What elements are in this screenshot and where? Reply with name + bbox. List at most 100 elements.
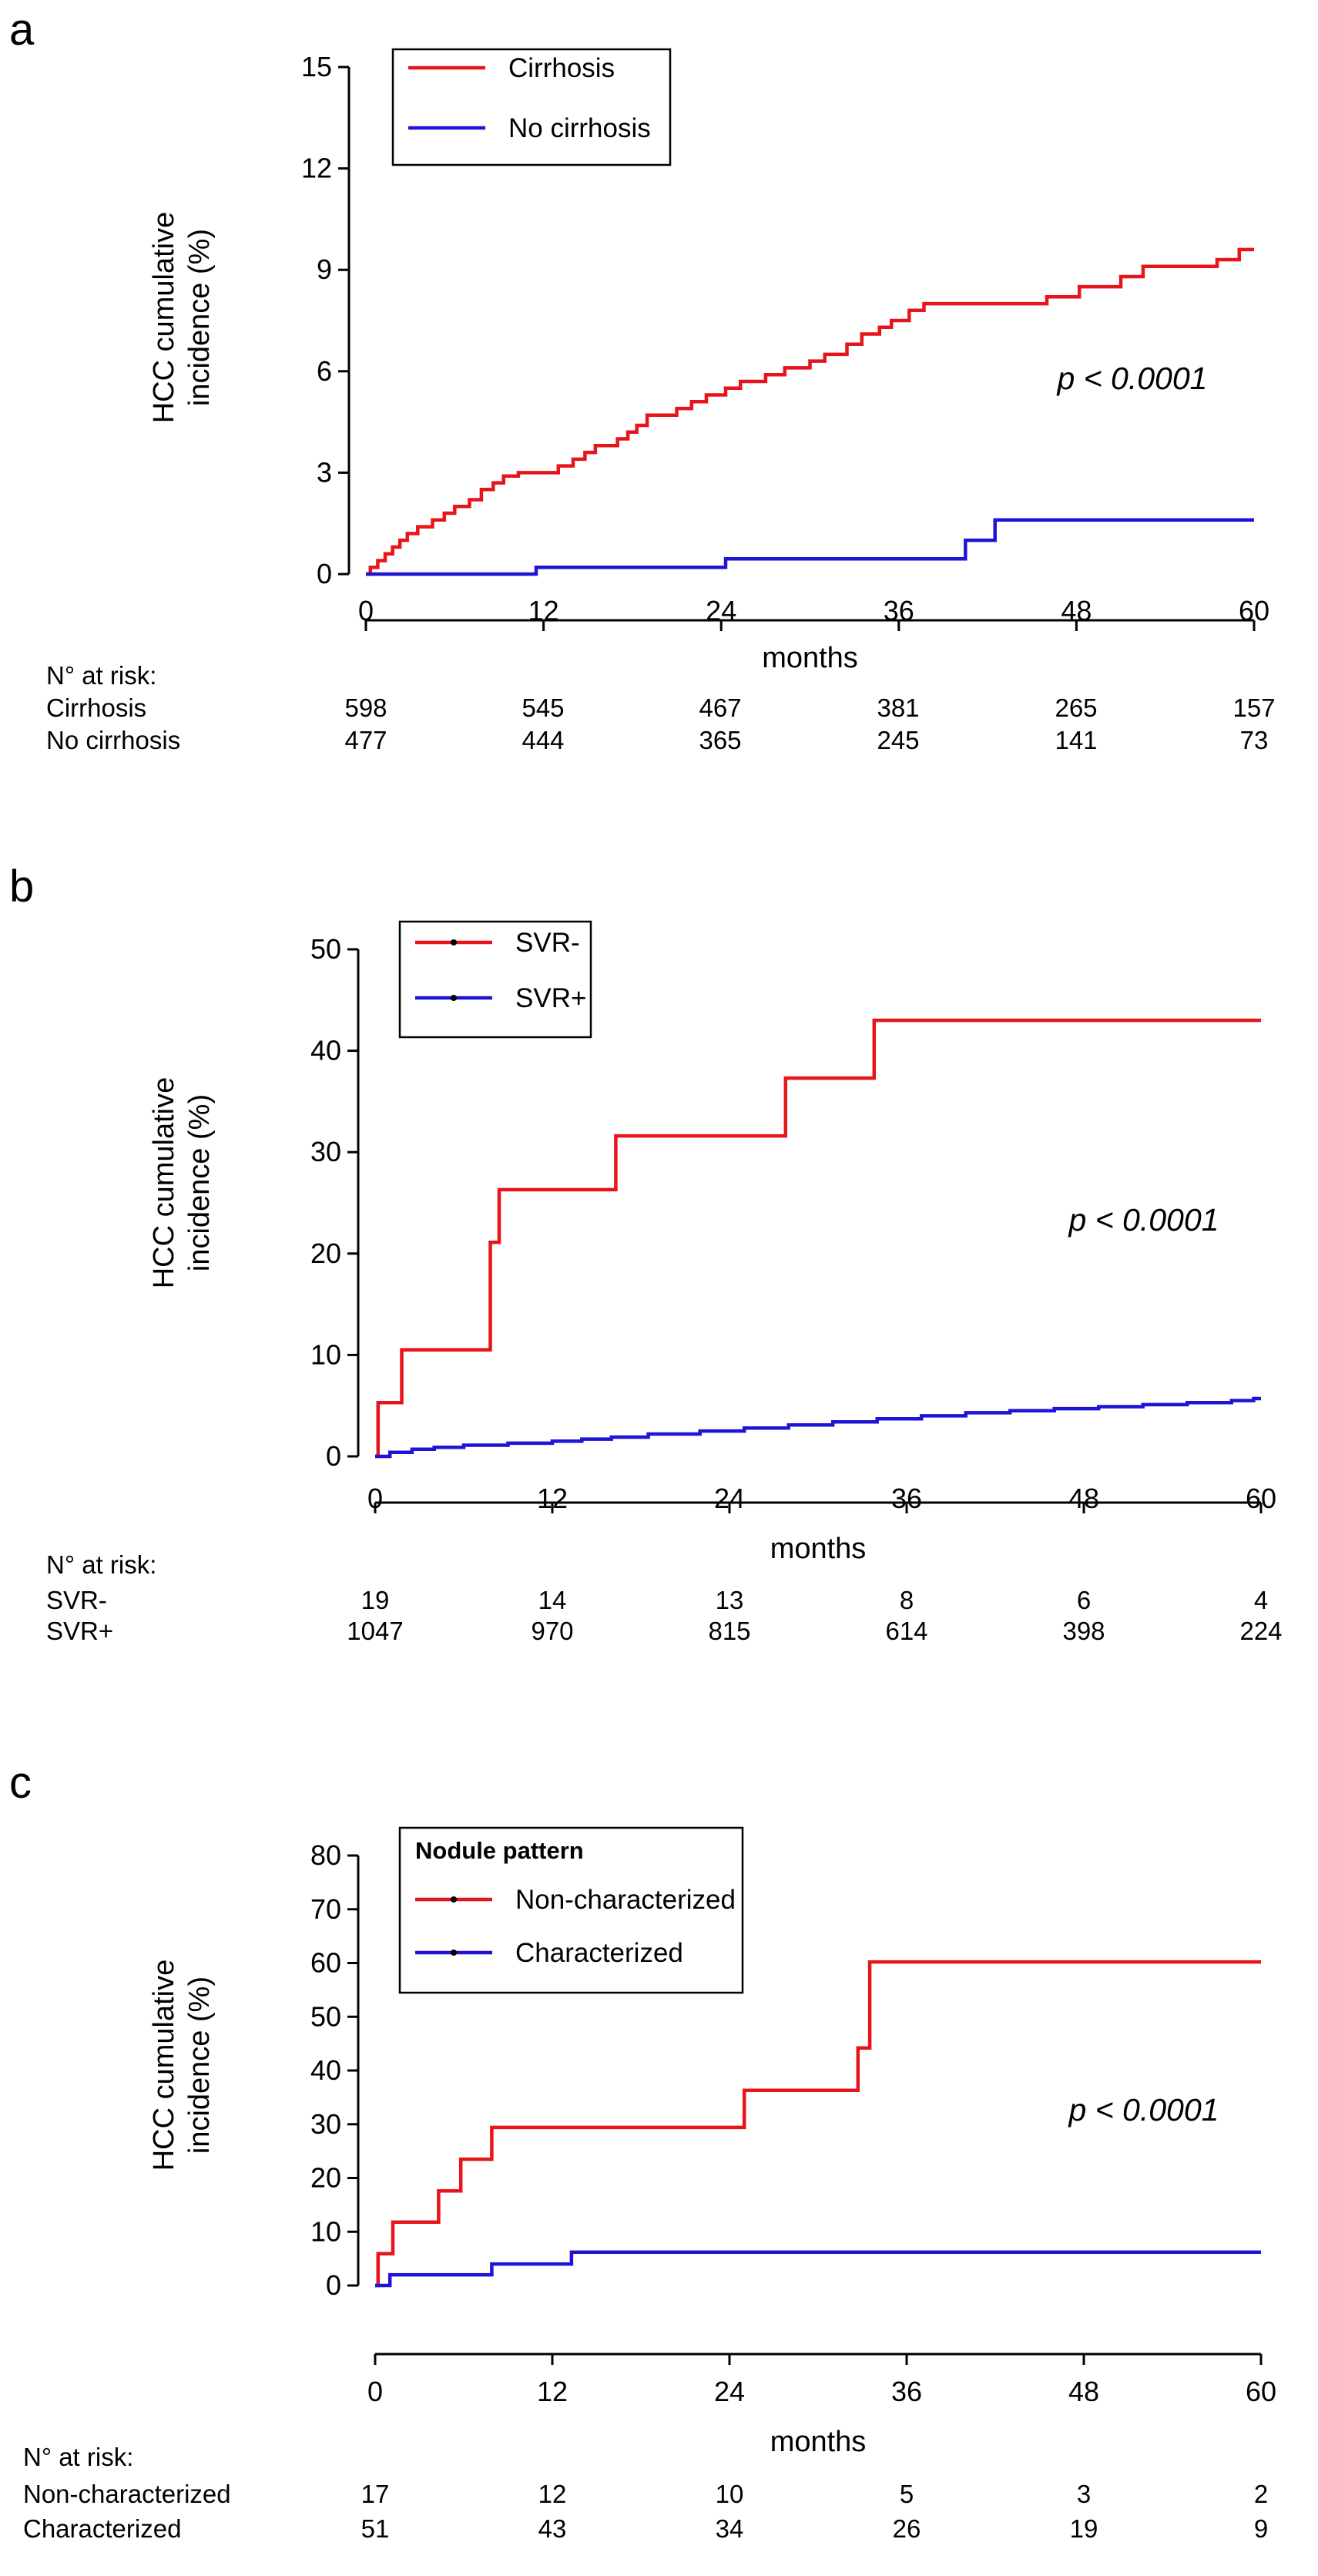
y-tick-label: 80 [310, 1839, 341, 1871]
y-tick-label: 0 [326, 1440, 341, 1472]
at-risk-row-label: Cirrhosis [46, 694, 146, 722]
y-tick-label: 40 [310, 1035, 341, 1066]
y-tick-label: 60 [310, 1947, 341, 1979]
at-risk-count: 614 [885, 1617, 927, 1645]
p-value-annotation: p < 0.0001 [1056, 361, 1208, 396]
at-risk-count: 8 [900, 1586, 914, 1614]
y-tick-label: 10 [310, 1338, 341, 1370]
panel-c: c 0 10 20 30 40 50 60 70 80 0 12 24 36 48 60 months HCC c… [9, 1758, 1276, 2543]
at-risk-count: 265 [1055, 694, 1097, 722]
at-risk-count: 224 [1239, 1617, 1282, 1645]
x-axis-title: months [770, 1533, 867, 1565]
y-tick-label: 9 [317, 254, 332, 285]
y-tick-label: 15 [301, 51, 332, 82]
y-tick-label: 0 [326, 2269, 341, 2301]
series-line-red [375, 1960, 1261, 2288]
at-risk-count: 545 [521, 694, 564, 722]
y-tick-label: 30 [310, 1136, 341, 1167]
at-risk-table: N° at risk: Cirrhosis 598 545 467 381 265 157 No… [46, 661, 1276, 754]
series-line-blue [375, 2250, 1261, 2288]
series-line-red [366, 247, 1254, 576]
y-axis-title-line: HCC cumulative [148, 1077, 180, 1289]
y-axis-title-line: incidence (%) [183, 229, 216, 406]
y-axis-title-line: HCC cumulative [148, 1960, 180, 2171]
panel-letter: b [9, 861, 34, 912]
x-tick-label: 60 [1246, 1483, 1276, 1514]
at-risk-count: 2 [1254, 2480, 1268, 2508]
legend: Cirrhosis No cirrhosis [391, 48, 672, 166]
legend-box [398, 1826, 744, 1994]
legend-entry-label: SVR+ [515, 983, 586, 1013]
at-risk-count: 4 [1254, 1586, 1268, 1614]
at-risk-count: 12 [538, 2480, 567, 2508]
at-risk-count: 141 [1055, 726, 1097, 754]
at-risk-count: 245 [877, 726, 919, 754]
at-risk-count: 398 [1062, 1617, 1105, 1645]
legend-entry-label: Non-characterized [515, 1885, 736, 1915]
at-risk-header: N° at risk: [46, 661, 156, 690]
legend-entry-label: Cirrhosis [508, 53, 615, 83]
at-risk-count: 815 [708, 1617, 750, 1645]
x-tick-label: 48 [1068, 1483, 1099, 1514]
x-axis-title: months [762, 642, 858, 674]
at-risk-row-label: SVR- [46, 1586, 107, 1614]
at-risk-count: 10 [716, 2480, 744, 2508]
y-axis-title-line: incidence (%) [183, 1094, 216, 1271]
at-risk-count: 51 [361, 2514, 390, 2543]
legend-box [391, 48, 672, 166]
x-tick-label: 0 [358, 595, 374, 626]
at-risk-count: 365 [699, 726, 741, 754]
at-risk-count: 13 [716, 1586, 744, 1614]
x-tick-label: 12 [537, 1483, 568, 1514]
at-risk-count: 381 [877, 694, 919, 722]
y-axis-title: HCC cumulative incidence (%) [148, 1960, 216, 2171]
at-risk-count: 19 [361, 1586, 390, 1614]
series-line-blue [375, 1396, 1261, 1459]
at-risk-count: 467 [699, 694, 741, 722]
at-risk-count: 1047 [347, 1617, 403, 1645]
y-tick-label: 6 [317, 355, 332, 387]
p-value-annotation: p < 0.0001 [1068, 2092, 1219, 2128]
at-risk-count: 598 [344, 694, 387, 722]
y-axis-title-line: HCC cumulative [148, 212, 180, 424]
at-risk-row-label: Characterized [23, 2514, 181, 2543]
at-risk-header: N° at risk: [46, 1550, 156, 1579]
x-tick-label: 60 [1239, 595, 1269, 626]
y-axis-title-line: incidence (%) [183, 1977, 216, 2154]
at-risk-row-label: SVR+ [46, 1617, 113, 1645]
legend: Nodule pattern Non-characterized Character… [398, 1826, 744, 1994]
at-risk-count: 444 [521, 726, 564, 754]
x-tick-label: 24 [706, 595, 736, 626]
at-risk-count: 9 [1254, 2514, 1268, 2543]
y-tick-label: 30 [310, 2108, 341, 2140]
at-risk-row-label: Non-characterized [23, 2480, 231, 2508]
x-tick-label: 0 [367, 1483, 383, 1514]
y-tick-label: 10 [310, 2215, 341, 2247]
x-tick-label: 24 [714, 2376, 745, 2407]
at-risk-count: 14 [538, 1586, 567, 1614]
y-tick-label: 70 [310, 1893, 341, 1925]
at-risk-header: N° at risk: [23, 2443, 133, 2471]
x-tick-label: 36 [891, 1483, 922, 1514]
at-risk-count: 5 [900, 2480, 914, 2508]
x-tick-label: 48 [1068, 2376, 1099, 2407]
panel-letter: a [9, 5, 35, 55]
at-risk-count: 43 [538, 2514, 567, 2543]
legend: SVR- SVR+ [398, 920, 592, 1039]
at-risk-count: 6 [1077, 1586, 1091, 1614]
x-tick-label: 36 [884, 595, 914, 626]
at-risk-count: 73 [1240, 726, 1269, 754]
y-tick-label: 50 [310, 2000, 341, 2032]
x-tick-label: 60 [1246, 2376, 1276, 2407]
x-tick-label: 12 [537, 2376, 568, 2407]
at-risk-count: 17 [361, 2480, 390, 2508]
legend-title: Nodule pattern [415, 1837, 584, 1864]
x-tick-label: 36 [891, 2376, 922, 2407]
x-tick-label: 48 [1061, 595, 1092, 626]
y-tick-label: 3 [317, 456, 332, 488]
y-axis-title: HCC cumulative incidence (%) [148, 1077, 216, 1289]
at-risk-row-label: No cirrhosis [46, 726, 180, 754]
